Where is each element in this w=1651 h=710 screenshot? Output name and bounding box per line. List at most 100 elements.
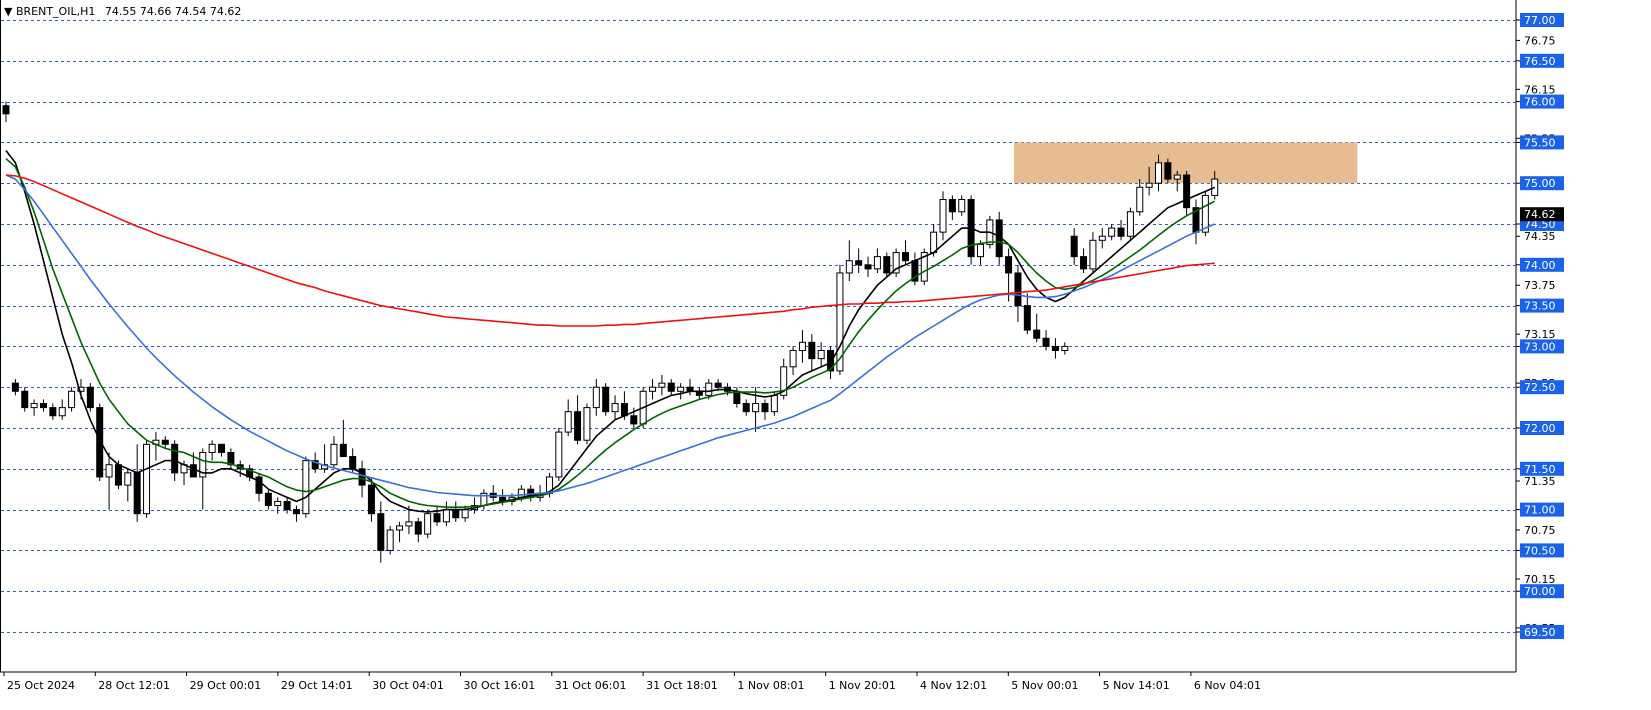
bull-candle[interactable] [930,231,938,254]
bear-candle[interactable] [761,403,769,413]
bull-candle[interactable] [836,272,844,372]
bull-candle[interactable] [77,386,85,392]
bull-candle[interactable] [68,390,76,409]
bull-candle[interactable] [405,521,413,527]
bull-candle[interactable] [649,386,657,392]
bear-candle[interactable] [283,500,291,511]
bull-candle[interactable] [442,509,450,523]
bull-candle[interactable] [892,252,900,274]
bear-candle[interactable] [827,349,835,372]
bear-candle[interactable] [733,390,741,405]
bull-candle[interactable] [677,386,685,392]
bear-candle[interactable] [39,403,47,409]
bear-candle[interactable] [367,484,375,515]
bear-candle[interactable] [808,341,816,360]
bear-candle[interactable] [339,443,347,458]
bull-candle[interactable] [396,525,404,531]
bull-candle[interactable] [424,513,432,535]
bear-candle[interactable] [49,407,57,417]
bear-candle[interactable] [574,411,582,441]
bear-candle[interactable] [1033,329,1041,339]
bull-candle[interactable] [1108,227,1116,237]
bull-candle[interactable] [555,431,563,478]
bear-candle[interactable] [630,415,638,425]
bear-candle[interactable] [414,521,422,535]
bull-candle[interactable] [386,529,394,551]
bull-candle[interactable] [1098,235,1106,241]
bull-candle[interactable] [1155,162,1163,184]
bull-candle[interactable] [939,199,947,233]
bull-candle[interactable] [583,407,591,441]
bear-candle[interactable] [189,464,197,478]
bull-candle[interactable] [1211,178,1219,196]
bull-candle[interactable] [770,394,778,413]
bear-candle[interactable] [1005,256,1013,274]
bull-candle[interactable] [143,443,151,515]
bull-candle[interactable] [124,472,132,486]
bear-candle[interactable] [1051,345,1059,351]
bear-candle[interactable] [855,260,863,266]
bear-candle[interactable] [948,199,956,213]
bull-candle[interactable] [30,403,38,409]
bull-candle[interactable] [1201,194,1209,233]
bull-candle[interactable] [274,500,282,507]
bear-candle[interactable] [602,386,610,413]
bear-candle[interactable] [1042,337,1050,347]
bear-candle[interactable] [864,264,872,270]
bear-candle[interactable] [433,513,441,523]
bear-candle[interactable] [667,382,675,392]
bear-candle[interactable] [264,492,272,507]
bear-candle[interactable] [1070,235,1078,258]
bull-candle[interactable] [1136,186,1144,213]
bear-candle[interactable] [902,252,910,262]
bull-candle[interactable] [958,199,966,213]
bull-candle[interactable] [611,403,619,413]
bull-candle[interactable] [845,260,853,274]
bull-candle[interactable] [302,460,310,515]
bear-candle[interactable] [86,386,94,409]
menu-triangle-icon[interactable]: ▼ [4,5,13,18]
bull-candle[interactable] [1061,345,1069,351]
bear-candle[interactable] [133,472,141,515]
bull-candle[interactable] [798,341,806,351]
bull-candle[interactable] [817,349,825,360]
bear-candle[interactable] [358,468,366,486]
bull-candle[interactable] [658,382,666,388]
bear-candle[interactable] [1117,227,1125,237]
bear-candle[interactable] [171,443,179,474]
bear-candle[interactable] [349,456,357,470]
bull-candle[interactable] [58,407,66,417]
bear-candle[interactable] [714,382,722,388]
bear-candle[interactable] [292,509,300,515]
bull-candle[interactable] [780,366,788,396]
bull-candle[interactable] [873,256,881,270]
bear-candle[interactable] [883,256,891,274]
bear-candle[interactable] [114,464,122,486]
bear-candle[interactable] [161,439,169,445]
bull-candle[interactable] [517,488,525,498]
bull-candle[interactable] [1173,174,1181,180]
bull-candle[interactable] [461,509,469,519]
bear-candle[interactable] [11,382,19,392]
bull-candle[interactable] [1145,182,1153,188]
bear-candle[interactable] [1080,256,1088,270]
bull-candle[interactable] [199,451,207,478]
bull-candle[interactable] [1126,211,1134,237]
bear-candle[interactable] [377,513,385,551]
bear-candle[interactable] [255,476,263,494]
bull-candle[interactable] [330,443,338,466]
bear-candle[interactable] [742,403,750,413]
bear-candle[interactable] [1183,174,1191,209]
bull-candle[interactable] [105,464,113,478]
bull-candle[interactable] [564,411,572,433]
bear-candle[interactable] [1023,305,1031,331]
bull-candle[interactable] [592,386,600,409]
bear-candle[interactable] [218,443,226,453]
bull-candle[interactable] [705,382,713,396]
bear-candle[interactable] [21,390,29,409]
bear-candle[interactable] [2,105,10,115]
bear-candle[interactable] [1164,162,1172,180]
bull-candle[interactable] [752,403,760,413]
